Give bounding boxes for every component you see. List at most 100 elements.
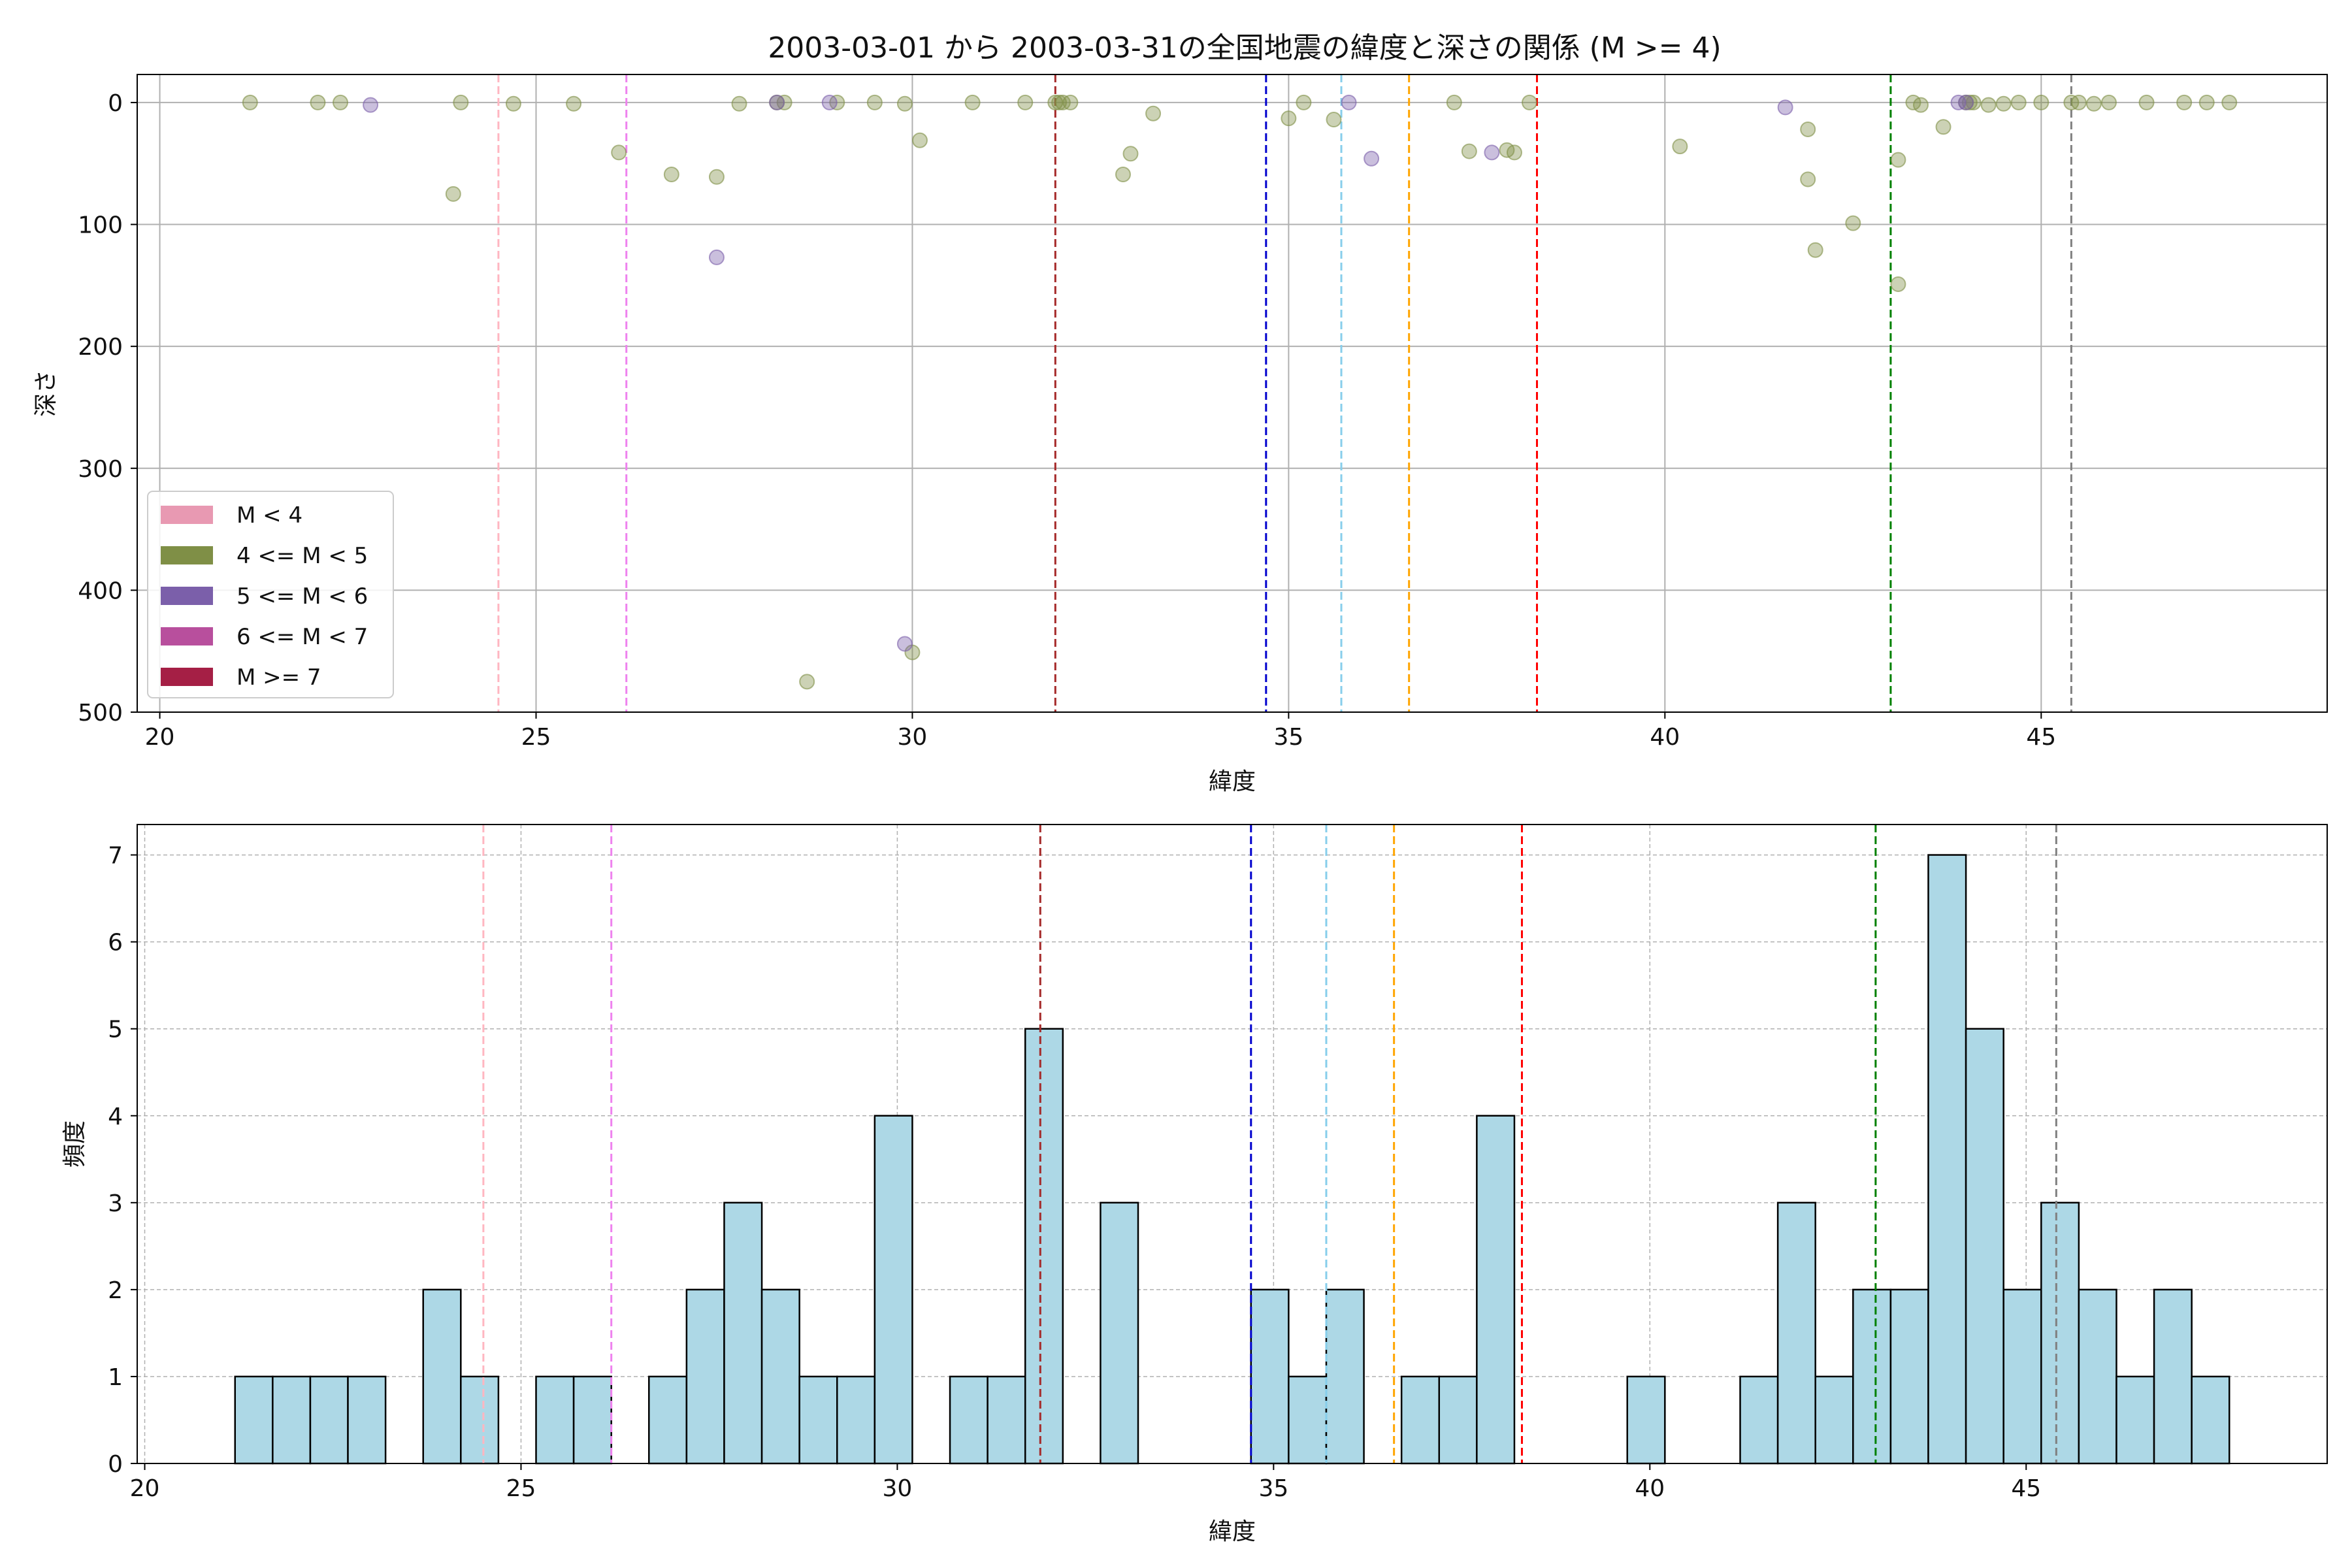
- legend-label: M >= 7: [237, 664, 321, 691]
- scatter-point: [2176, 94, 2193, 110]
- histogram-bar: [572, 1375, 612, 1465]
- histogram-bar: [422, 1288, 462, 1465]
- scatter-point: [896, 95, 913, 112]
- scatter-point: [1521, 94, 1537, 110]
- scatter-point: [2070, 94, 2087, 110]
- histogram-y-tick-label: 0: [108, 1451, 123, 1478]
- histogram-bar: [723, 1201, 763, 1465]
- histogram-y-tick-label: 1: [108, 1364, 123, 1391]
- scatter-point: [821, 94, 838, 110]
- histogram-x-tick-label: 20: [130, 1475, 160, 1502]
- scatter-point: [242, 94, 258, 110]
- scatter-x-tick-label: 40: [1650, 724, 1680, 751]
- scatter-point: [866, 94, 883, 110]
- legend-swatch: [161, 506, 213, 524]
- scatter-point: [1935, 119, 1952, 135]
- scatter-point: [1326, 112, 1342, 128]
- histogram-bar: [760, 1288, 800, 1465]
- scatter-point: [2085, 95, 2102, 112]
- scatter-x-tick-label: 35: [1273, 724, 1303, 751]
- legend: M < 4 4 <= M < 5 5 <= M < 6 6 <= M < 7 M >= …: [147, 491, 394, 698]
- legend-swatch: [161, 627, 213, 645]
- scatter-point: [964, 94, 981, 110]
- scatter-frame: [137, 74, 2328, 713]
- scatter-point: [453, 94, 469, 110]
- scatter-x-tick-label: 30: [898, 724, 928, 751]
- histogram-bar: [1438, 1375, 1478, 1465]
- scatter-panel: 20 25 30 35 40 45 0 100 200 300 400 500 緯度 深さ M < 4…: [33, 74, 2328, 795]
- histogram-bar: [1889, 1288, 1929, 1465]
- scatter-plot-area: [137, 74, 2327, 712]
- scatter-y-axis-label: 深さ: [33, 370, 59, 417]
- histogram-bar: [1400, 1375, 1441, 1465]
- scatter-point: [1980, 97, 1997, 113]
- scatter-point: [1062, 94, 1079, 110]
- scatter-point: [1506, 144, 1522, 161]
- scatter-y-tick-label: 300: [78, 456, 123, 483]
- histogram-x-tick-label: 30: [883, 1475, 913, 1502]
- histogram-x-tick-label: 45: [2011, 1475, 2041, 1502]
- scatter-point: [1672, 139, 1688, 155]
- scatter-point: [1017, 94, 1034, 110]
- scatter-point: [708, 169, 725, 185]
- legend-label: 4 <= M < 5: [237, 543, 368, 569]
- scatter-point: [1281, 110, 1297, 127]
- scatter-point: [2100, 94, 2117, 110]
- histogram-bar: [874, 1115, 913, 1465]
- histogram-bar: [1288, 1375, 1328, 1465]
- scatter-point: [2033, 94, 2050, 110]
- histogram-bar: [987, 1375, 1026, 1465]
- scatter-point: [611, 144, 627, 161]
- scatter-point: [1364, 150, 1380, 167]
- histogram-y-tick-label: 3: [108, 1190, 123, 1217]
- histogram-bar: [1100, 1201, 1139, 1465]
- histogram-bar: [460, 1375, 500, 1465]
- scatter-y-tick-label: 0: [108, 90, 123, 117]
- histogram-bar: [1739, 1375, 1779, 1465]
- histogram-bar: [1965, 1028, 2004, 1465]
- histogram-y-tick-label: 7: [108, 843, 123, 870]
- chart-title: 2003-03-01 から 2003-03-31の全国地震の緯度と深さの関係 (…: [768, 31, 1721, 65]
- scatter-y-tick-label: 200: [78, 334, 123, 361]
- histogram-bar: [535, 1375, 575, 1465]
- histogram-bar: [685, 1288, 725, 1465]
- histogram-y-tick-label: 5: [108, 1017, 123, 1043]
- scatter-point: [708, 249, 725, 265]
- scatter-point: [1051, 94, 1068, 110]
- scatter-y-tick-label: 500: [78, 700, 123, 727]
- legend-label: M < 4: [237, 502, 302, 529]
- histogram-bar: [309, 1375, 349, 1465]
- scatter-point: [663, 167, 679, 183]
- legend-swatch: [161, 546, 213, 564]
- scatter-point: [1341, 94, 1357, 110]
- histogram-bar: [1626, 1375, 1666, 1465]
- scatter-point: [505, 95, 521, 112]
- histogram-bar: [2002, 1288, 2042, 1465]
- scatter-point: [769, 94, 785, 110]
- histogram-bar: [1325, 1288, 1365, 1465]
- histogram-x-tick-label: 35: [1258, 1475, 1288, 1502]
- scatter-point: [2221, 94, 2238, 110]
- scatter-point: [1890, 276, 1906, 292]
- scatter-point: [1890, 152, 1906, 168]
- scatter-point: [2198, 94, 2215, 110]
- scatter-point: [1446, 94, 1462, 110]
- scatter-x-tick-label: 25: [521, 724, 551, 751]
- histogram-bar: [272, 1375, 312, 1465]
- histogram-bar: [1927, 854, 1967, 1465]
- legend-swatch: [161, 668, 213, 686]
- histogram-bar: [2115, 1375, 2155, 1465]
- scatter-y-tick-label: 400: [78, 578, 123, 604]
- scatter-x-tick-label: 45: [2026, 724, 2056, 751]
- histogram-y-tick-label: 6: [108, 930, 123, 956]
- histogram-bar: [234, 1375, 274, 1465]
- histogram-bar: [2191, 1375, 2230, 1465]
- histogram-bar: [1852, 1288, 1892, 1465]
- scatter-point: [1958, 94, 1974, 110]
- scatter-point: [911, 132, 928, 148]
- histogram-bar: [648, 1375, 688, 1465]
- histogram-bar: [1024, 1028, 1064, 1465]
- histogram-bar: [836, 1375, 876, 1465]
- scatter-x-tick-label: 20: [145, 724, 175, 751]
